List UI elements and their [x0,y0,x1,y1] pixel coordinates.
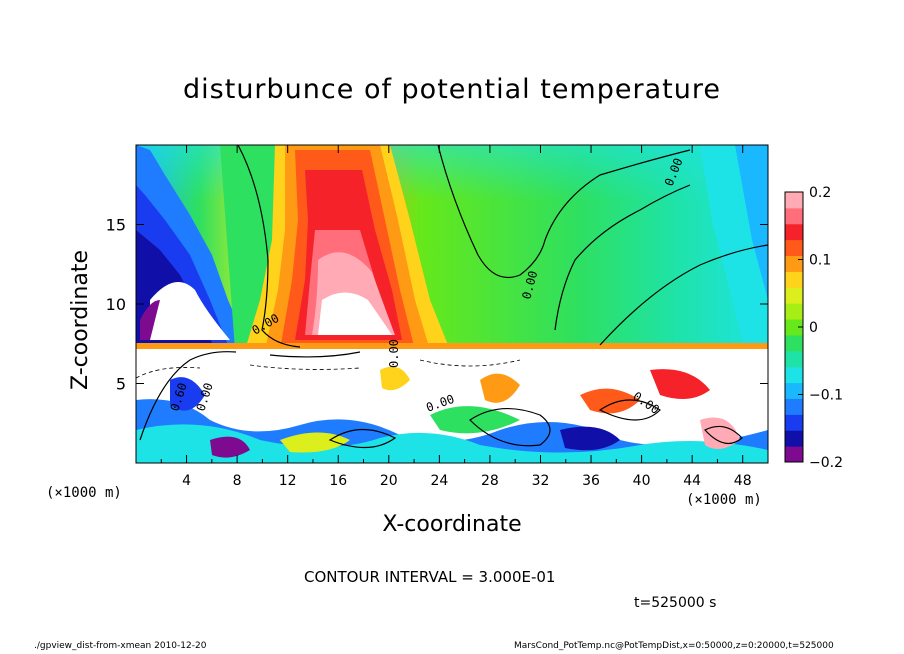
x-tick-label: 24 [430,473,448,489]
footer-data-source: MarsCond_PotTemp.nc@PotTempDist,x=0:5000… [514,641,834,651]
colorbar-tick-label: 0.2 [809,185,831,201]
y-axis: 5 10 15 [106,216,768,394]
colorbar-swatch [785,207,803,225]
colorbar-tick-label: 0 [809,320,818,336]
x-tick-label: 28 [481,473,499,489]
colorbar-swatch [785,414,803,431]
colorbar-swatch [785,192,803,209]
y-tick-label: 15 [106,216,126,235]
x-tick-label: 20 [380,473,398,489]
x-tick-label: 48 [734,473,752,489]
colorbar-tick-label: 0.1 [809,253,831,269]
y-axis-label: Z-coordinate [68,250,93,390]
x-unit-label-right: (×1000 m) [686,492,762,508]
colorbar-swatch [785,239,803,257]
colorbar-tick-label: −0.1 [809,388,843,404]
chart-title: disturbunce of potential temperature [183,74,721,105]
colorbar-swatch [785,255,803,272]
y-tick-label: 5 [116,375,126,394]
y-tick-label: 10 [106,295,126,314]
colorbar: 0.2 0.1 0 −0.1 −0.2 [784,185,843,471]
x-axis-label: X-coordinate [382,512,522,537]
colorbar-swatch [785,303,803,320]
colorbar-tick-label: −0.2 [809,455,843,471]
colorbar-swatch [785,430,803,447]
colorbar-swatch [785,271,803,288]
colorbar-swatch [785,398,803,415]
colorbar-swatch [785,350,803,368]
x-tick-label: 12 [279,473,297,489]
colorbar-swatch [785,446,803,463]
colorbar-swatch [785,366,803,384]
x-tick-label: 32 [532,473,550,489]
x-tick-label: 8 [233,473,242,489]
x-tick-label: 36 [582,473,600,489]
x-unit-label-left: (×1000 m) [46,485,122,501]
colorbar-swatch [785,382,803,399]
contour-interval-label: CONTOUR INTERVAL = 3.000E-01 [304,568,556,586]
footer-script-info: ./gpview_dist-from-xmean 2010-12-20 [34,641,207,651]
colorbar-swatch [785,319,803,336]
x-axis: 4 8 12 16 20 24 28 32 36 40 44 48 [160,145,752,489]
x-tick-label: 4 [182,473,191,489]
colorbar-swatch [785,287,803,304]
colorbar-swatch [785,334,803,352]
colorbar-swatch [785,223,803,241]
time-label: t=525000 s [634,595,717,611]
x-tick-label: 40 [633,473,651,489]
x-tick-label: 44 [683,473,701,489]
contour-label: 0.00 [387,339,401,368]
x-tick-label: 16 [329,473,347,489]
heatmap-field [136,145,768,463]
